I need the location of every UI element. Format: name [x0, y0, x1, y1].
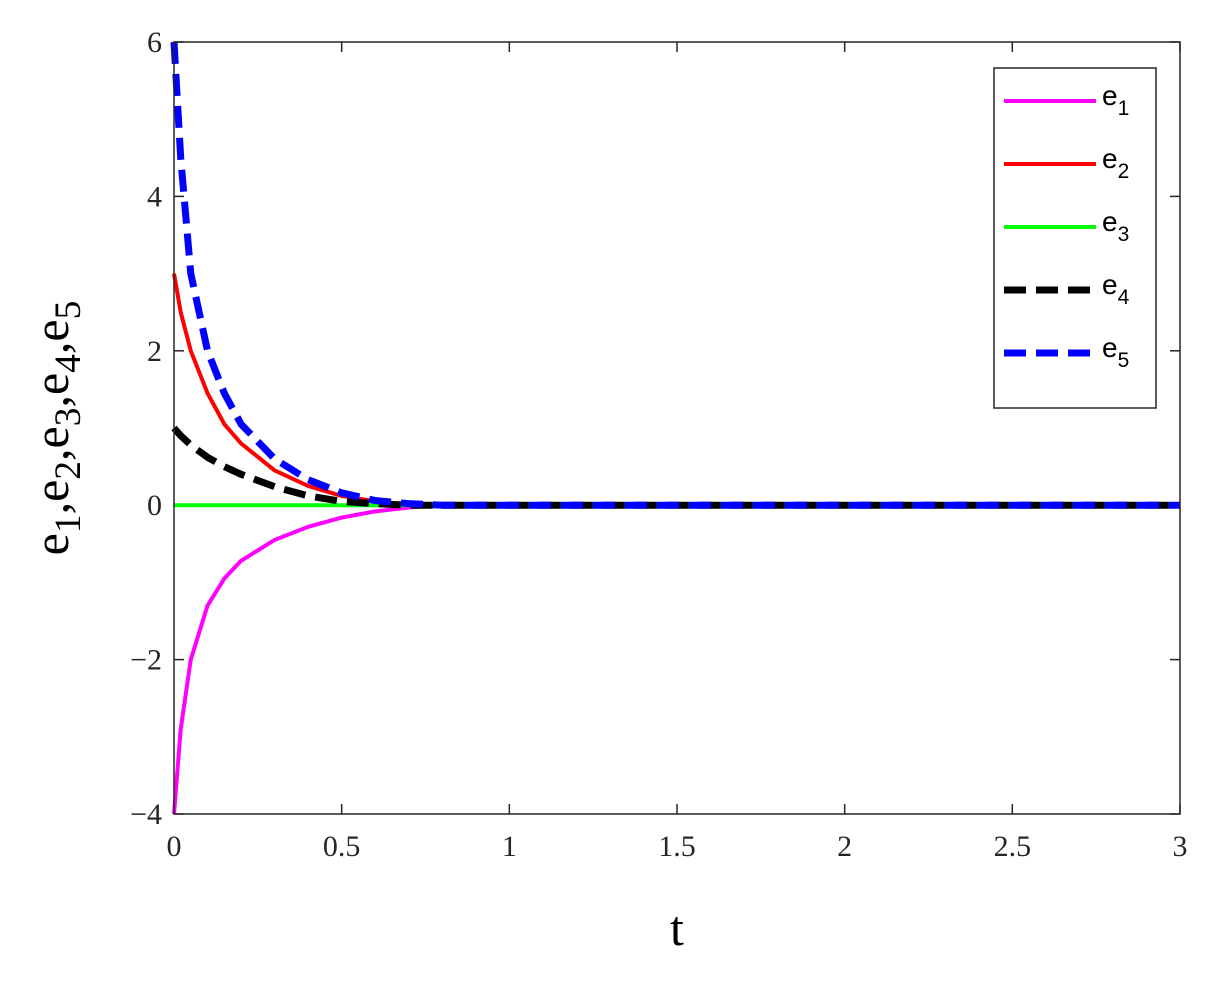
x-tick-label: 3 — [1173, 830, 1188, 863]
y-tick-label: 4 — [147, 180, 162, 213]
x-tick-label: 0 — [167, 830, 182, 863]
legend-label: e2 — [1102, 143, 1129, 183]
y-tick-label: 0 — [147, 489, 162, 522]
x-tick-label: 0.5 — [323, 830, 361, 863]
x-axis-label: t — [670, 900, 684, 956]
y-tick-label: −2 — [130, 644, 162, 677]
y-tick-label: 6 — [147, 26, 162, 59]
legend-label: e1 — [1102, 80, 1129, 120]
y-axis-label: e1,e2,e3,e4,e5 — [23, 301, 89, 556]
legend-box — [993, 67, 1157, 409]
x-tick-label: 2 — [837, 830, 852, 863]
legend-label: e3 — [1102, 206, 1129, 246]
x-tick-label: 2.5 — [994, 830, 1032, 863]
plot-frame — [173, 41, 1181, 815]
y-tick-label: 2 — [147, 335, 162, 368]
x-tick-label: 1 — [502, 830, 517, 863]
x-tick-label: 1.5 — [658, 830, 696, 863]
legend-label: e4 — [1102, 269, 1130, 309]
legend-label: e5 — [1102, 332, 1129, 372]
series-line — [170, 41, 1180, 509]
y-tick-label: −4 — [130, 798, 162, 831]
